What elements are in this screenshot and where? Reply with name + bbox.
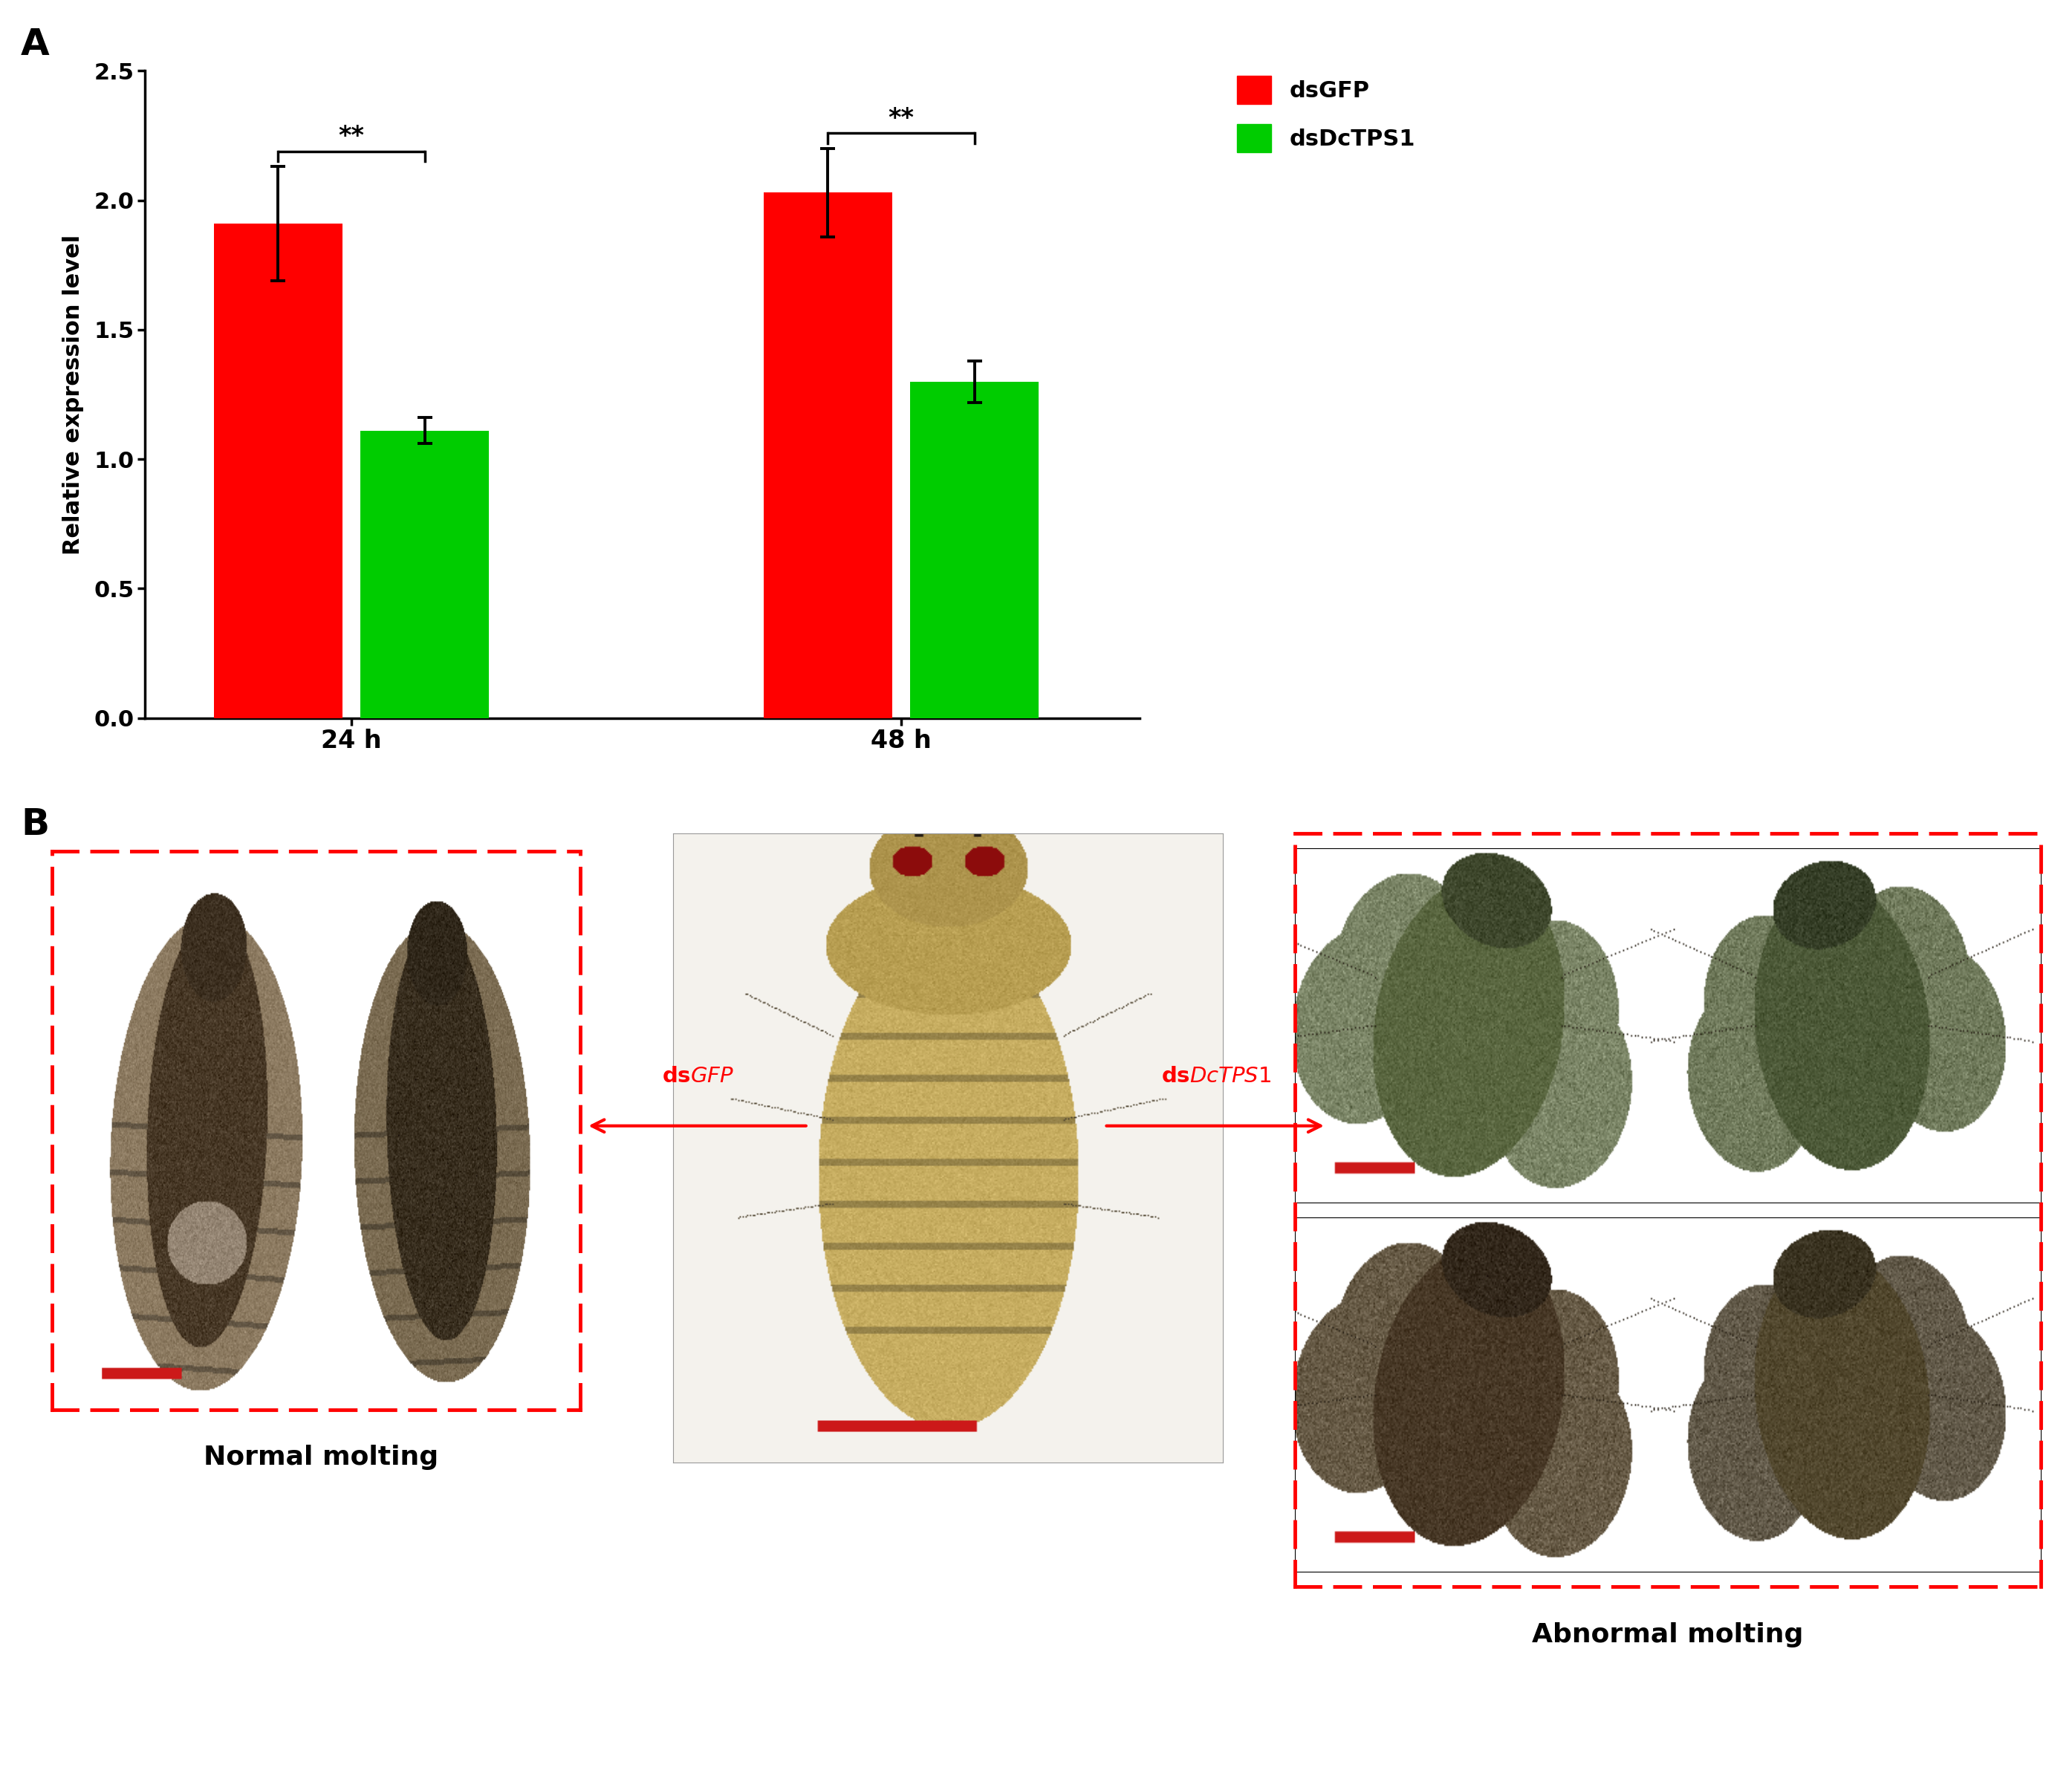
Legend: dsGFP, dsDcTPS1: dsGFP, dsDcTPS1 <box>1231 69 1421 160</box>
Text: ds$\mathit{DcTPS1}$: ds$\mathit{DcTPS1}$ <box>1160 1066 1272 1087</box>
Text: A: A <box>21 27 50 62</box>
Bar <box>213 223 342 718</box>
Text: ds$\mathit{GFP}$: ds$\mathit{GFP}$ <box>663 1066 733 1087</box>
Text: **: ** <box>889 106 914 131</box>
Text: B: B <box>21 807 50 842</box>
Bar <box>765 193 893 718</box>
Text: **: ** <box>338 124 365 149</box>
Bar <box>361 431 489 718</box>
Y-axis label: Relative expression level: Relative expression level <box>62 234 83 555</box>
Text: Normal molting: Normal molting <box>203 1445 439 1470</box>
Text: Abnormal molting: Abnormal molting <box>1531 1622 1805 1647</box>
Bar <box>910 381 1038 718</box>
